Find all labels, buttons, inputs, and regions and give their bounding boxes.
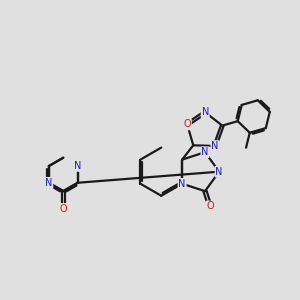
- Text: N: N: [215, 167, 223, 177]
- Text: N: N: [45, 178, 52, 188]
- Text: O: O: [206, 201, 214, 212]
- Text: N: N: [74, 161, 81, 171]
- Text: N: N: [202, 107, 209, 117]
- Text: N: N: [201, 147, 209, 157]
- Text: O: O: [183, 119, 191, 130]
- Text: O: O: [59, 204, 67, 214]
- Text: N: N: [211, 141, 219, 151]
- Text: N: N: [178, 179, 186, 189]
